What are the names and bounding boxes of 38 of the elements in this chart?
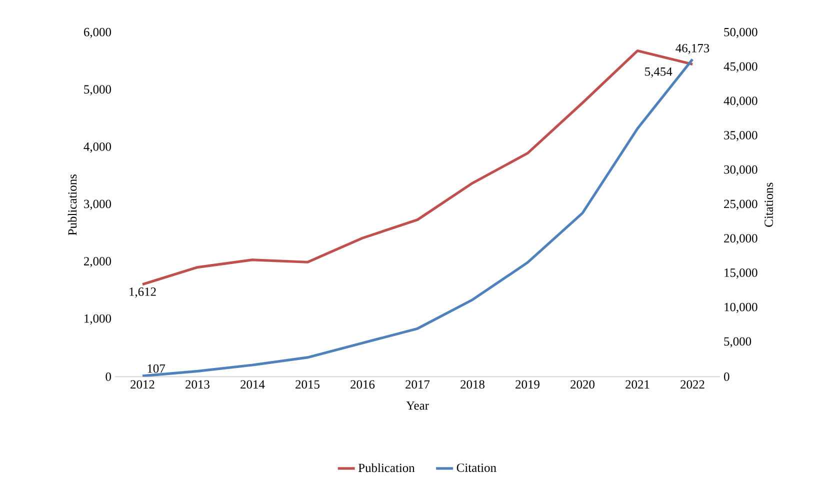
y-tick-label: 1,000 bbox=[84, 314, 112, 325]
y2-tick-label: 25,000 bbox=[724, 200, 758, 210]
y2-tick-label: 5,000 bbox=[724, 337, 752, 348]
y2-tick-label: 35,000 bbox=[724, 131, 758, 142]
y-tick-label: 4,000 bbox=[84, 142, 112, 153]
y-axis-title: Publications bbox=[68, 174, 77, 236]
y-tick-label: 5,000 bbox=[84, 85, 112, 96]
legend-label: Citation bbox=[456, 464, 496, 472]
y2-tick-label: 10,000 bbox=[724, 302, 758, 314]
x-tick-label: 2014 bbox=[240, 380, 265, 389]
x-tick-label: 2018 bbox=[460, 380, 484, 389]
y-tick-label: 3,000 bbox=[84, 200, 112, 210]
x-tick-label: 2013 bbox=[186, 380, 210, 389]
x-axis-title: Year bbox=[406, 401, 429, 410]
y-tick-label: 0 bbox=[106, 372, 112, 381]
y2-tick-label: 15,000 bbox=[724, 268, 758, 279]
x-tick-label: 2017 bbox=[406, 380, 430, 389]
legend-label: Publication bbox=[358, 463, 415, 472]
y2-tick-label: 45,000 bbox=[724, 62, 758, 72]
y2-axis-title: Citations bbox=[764, 182, 773, 227]
y2-tick-label: 30,000 bbox=[724, 165, 758, 176]
y2-tick-label: 40,000 bbox=[724, 96, 758, 107]
data-label: 5,454 bbox=[645, 67, 672, 78]
data-label: 46,173 bbox=[676, 44, 710, 54]
y2-tick-label: 50,000 bbox=[724, 28, 758, 38]
y-tick-label: 6,000 bbox=[84, 28, 112, 38]
y-tick-label: 2,000 bbox=[84, 257, 112, 268]
x-tick-label: 2020 bbox=[570, 380, 594, 389]
x-tick-label: 2021 bbox=[626, 380, 650, 389]
x-tick-label: 2015 bbox=[296, 380, 320, 389]
y2-tick-label: 0 bbox=[724, 372, 730, 381]
x-tick-label: 2019 bbox=[516, 380, 540, 389]
y2-tick-label: 20,000 bbox=[724, 234, 758, 244]
data-label: 107 bbox=[148, 364, 166, 373]
x-tick-label: 2012 bbox=[130, 380, 154, 389]
data-label: 1,612 bbox=[130, 288, 156, 298]
x-tick-label: 2022 bbox=[680, 380, 704, 389]
x-tick-label: 2016 bbox=[350, 380, 375, 389]
